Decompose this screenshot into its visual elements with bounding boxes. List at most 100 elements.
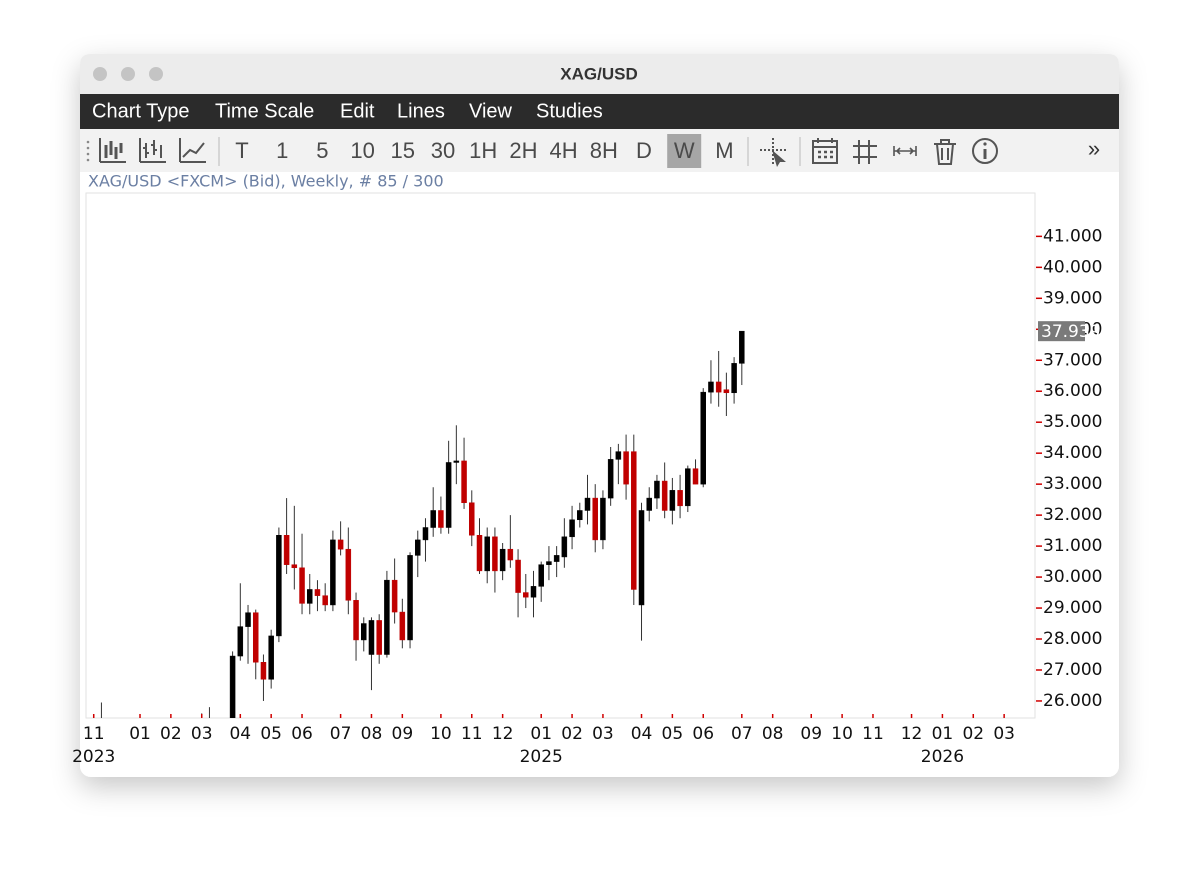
- candle-body: [422, 527, 429, 541]
- candle-body: [252, 612, 259, 663]
- y-tick-label: 35.000: [1043, 412, 1102, 432]
- y-tick-label: 36.000: [1043, 381, 1102, 401]
- y-tick-label: 37.000: [1043, 350, 1102, 370]
- bar-chart-icon[interactable]: [139, 138, 166, 163]
- candle-body: [661, 480, 668, 511]
- candle-body: [469, 502, 475, 536]
- candle-body: [399, 611, 406, 641]
- timeframe-button[interactable]: D: [636, 138, 652, 163]
- x-tick-label: 06: [291, 724, 313, 744]
- x-tick-label: 11: [461, 724, 483, 744]
- candle-body: [368, 620, 375, 655]
- candle-body: [322, 595, 328, 606]
- y-tick-label: 27.000: [1043, 660, 1102, 680]
- candle-chart-icon[interactable]: [99, 138, 126, 163]
- candle-body: [584, 497, 591, 511]
- candle-body: [492, 536, 498, 572]
- minimize-button[interactable]: [121, 67, 135, 81]
- x-tick-label: 12: [901, 724, 923, 744]
- candle-body: [731, 363, 737, 394]
- chart-subtitle: XAG/USD <FXCM> (Bid), Weekly, # 85 / 300: [88, 172, 444, 191]
- x-tick-label: 03: [993, 724, 1015, 744]
- candle-body: [715, 381, 722, 393]
- plot-area: [85, 192, 1036, 719]
- zoom-button[interactable]: [149, 67, 163, 81]
- candle-body: [407, 555, 413, 641]
- candle-body: [484, 536, 490, 572]
- selected-timeframe-bg: [667, 134, 702, 168]
- candle-body: [306, 589, 313, 604]
- line-chart-icon[interactable]: [179, 138, 206, 163]
- candle-body: [145, 794, 150, 797]
- x-tick-label: 11: [83, 724, 105, 744]
- timeframe-button[interactable]: M: [715, 138, 733, 163]
- candle-body: [337, 539, 344, 550]
- axes: 26.000 27.000 28.000 29.000 30.000 31.000 32.0…: [72, 226, 1102, 767]
- timeframe-button[interactable]: 15: [391, 138, 415, 163]
- timeframe-button[interactable]: 8H: [590, 138, 618, 163]
- candle-body: [600, 497, 606, 541]
- candle-body: [677, 490, 683, 507]
- candle-body: [245, 612, 251, 627]
- timeframe-button[interactable]: 30: [431, 138, 455, 163]
- y-tick-label: 41.000: [1043, 226, 1102, 246]
- timeframe-button[interactable]: 1: [276, 138, 288, 163]
- menu-item[interactable]: View: [469, 100, 513, 122]
- candle-body: [615, 451, 622, 460]
- timeframe-button[interactable]: 1H: [469, 138, 497, 163]
- crosshair-icon[interactable]: [760, 138, 786, 167]
- calendar-icon[interactable]: [812, 138, 838, 164]
- x-tick-label: 07: [330, 724, 352, 744]
- timeframe-button[interactable]: 2H: [509, 138, 537, 163]
- y-tick-label: 33.000: [1043, 474, 1102, 494]
- x-tick-label: 06: [692, 724, 714, 744]
- candle-body: [260, 661, 267, 680]
- candle-body: [138, 794, 143, 797]
- candle-body: [631, 451, 637, 590]
- timeframe-button[interactable]: 5: [316, 138, 328, 163]
- candle-body: [276, 535, 282, 637]
- candle-body: [723, 389, 730, 394]
- timeframe-button[interactable]: 10: [350, 138, 374, 163]
- candle-body: [283, 535, 290, 565]
- x-tick-label: 02: [160, 724, 182, 744]
- menu-item[interactable]: Time Scale: [215, 100, 314, 122]
- menu-item[interactable]: Edit: [340, 100, 375, 122]
- menu-item[interactable]: Chart Type: [92, 100, 189, 122]
- y-tick-label: 28.000: [1043, 629, 1102, 649]
- candle-body: [700, 391, 706, 485]
- grid-icon[interactable]: [853, 140, 877, 164]
- info-icon[interactable]: [972, 138, 998, 164]
- candle-body: [592, 497, 598, 541]
- x-tick-label: 05: [662, 724, 684, 744]
- candle-body: [739, 330, 745, 364]
- menu-item[interactable]: Lines: [397, 100, 445, 122]
- menu-item[interactable]: Studies: [536, 100, 603, 122]
- timeframe-button[interactable]: T: [235, 138, 248, 163]
- x-tick-label: 02: [561, 724, 583, 744]
- candles: [93, 330, 745, 797]
- y-tick-label: 32.000: [1043, 505, 1102, 525]
- candle-body: [646, 497, 652, 511]
- x-tick-label: 09: [800, 724, 822, 744]
- more-button[interactable]: »: [1088, 136, 1100, 161]
- timeframe-button[interactable]: 4H: [550, 138, 578, 163]
- last-price-tag: [1038, 321, 1085, 342]
- y-tick-label: 31.000: [1043, 536, 1102, 556]
- year-label: 2026: [921, 747, 964, 767]
- x-tick-label: 09: [392, 724, 414, 744]
- fit-width-icon[interactable]: [893, 146, 917, 156]
- candle-body: [523, 592, 529, 598]
- menu-bar: [80, 94, 1119, 129]
- candle-body: [623, 451, 629, 485]
- timeframe-button[interactable]: W: [674, 138, 695, 163]
- candle-body: [577, 510, 583, 521]
- candle-body: [453, 460, 460, 463]
- close-button[interactable]: [93, 67, 107, 81]
- x-tick-label: 08: [762, 724, 784, 744]
- delete-icon[interactable]: [934, 139, 956, 165]
- title-bar: [80, 54, 1119, 94]
- toolbar-grip: [86, 140, 90, 162]
